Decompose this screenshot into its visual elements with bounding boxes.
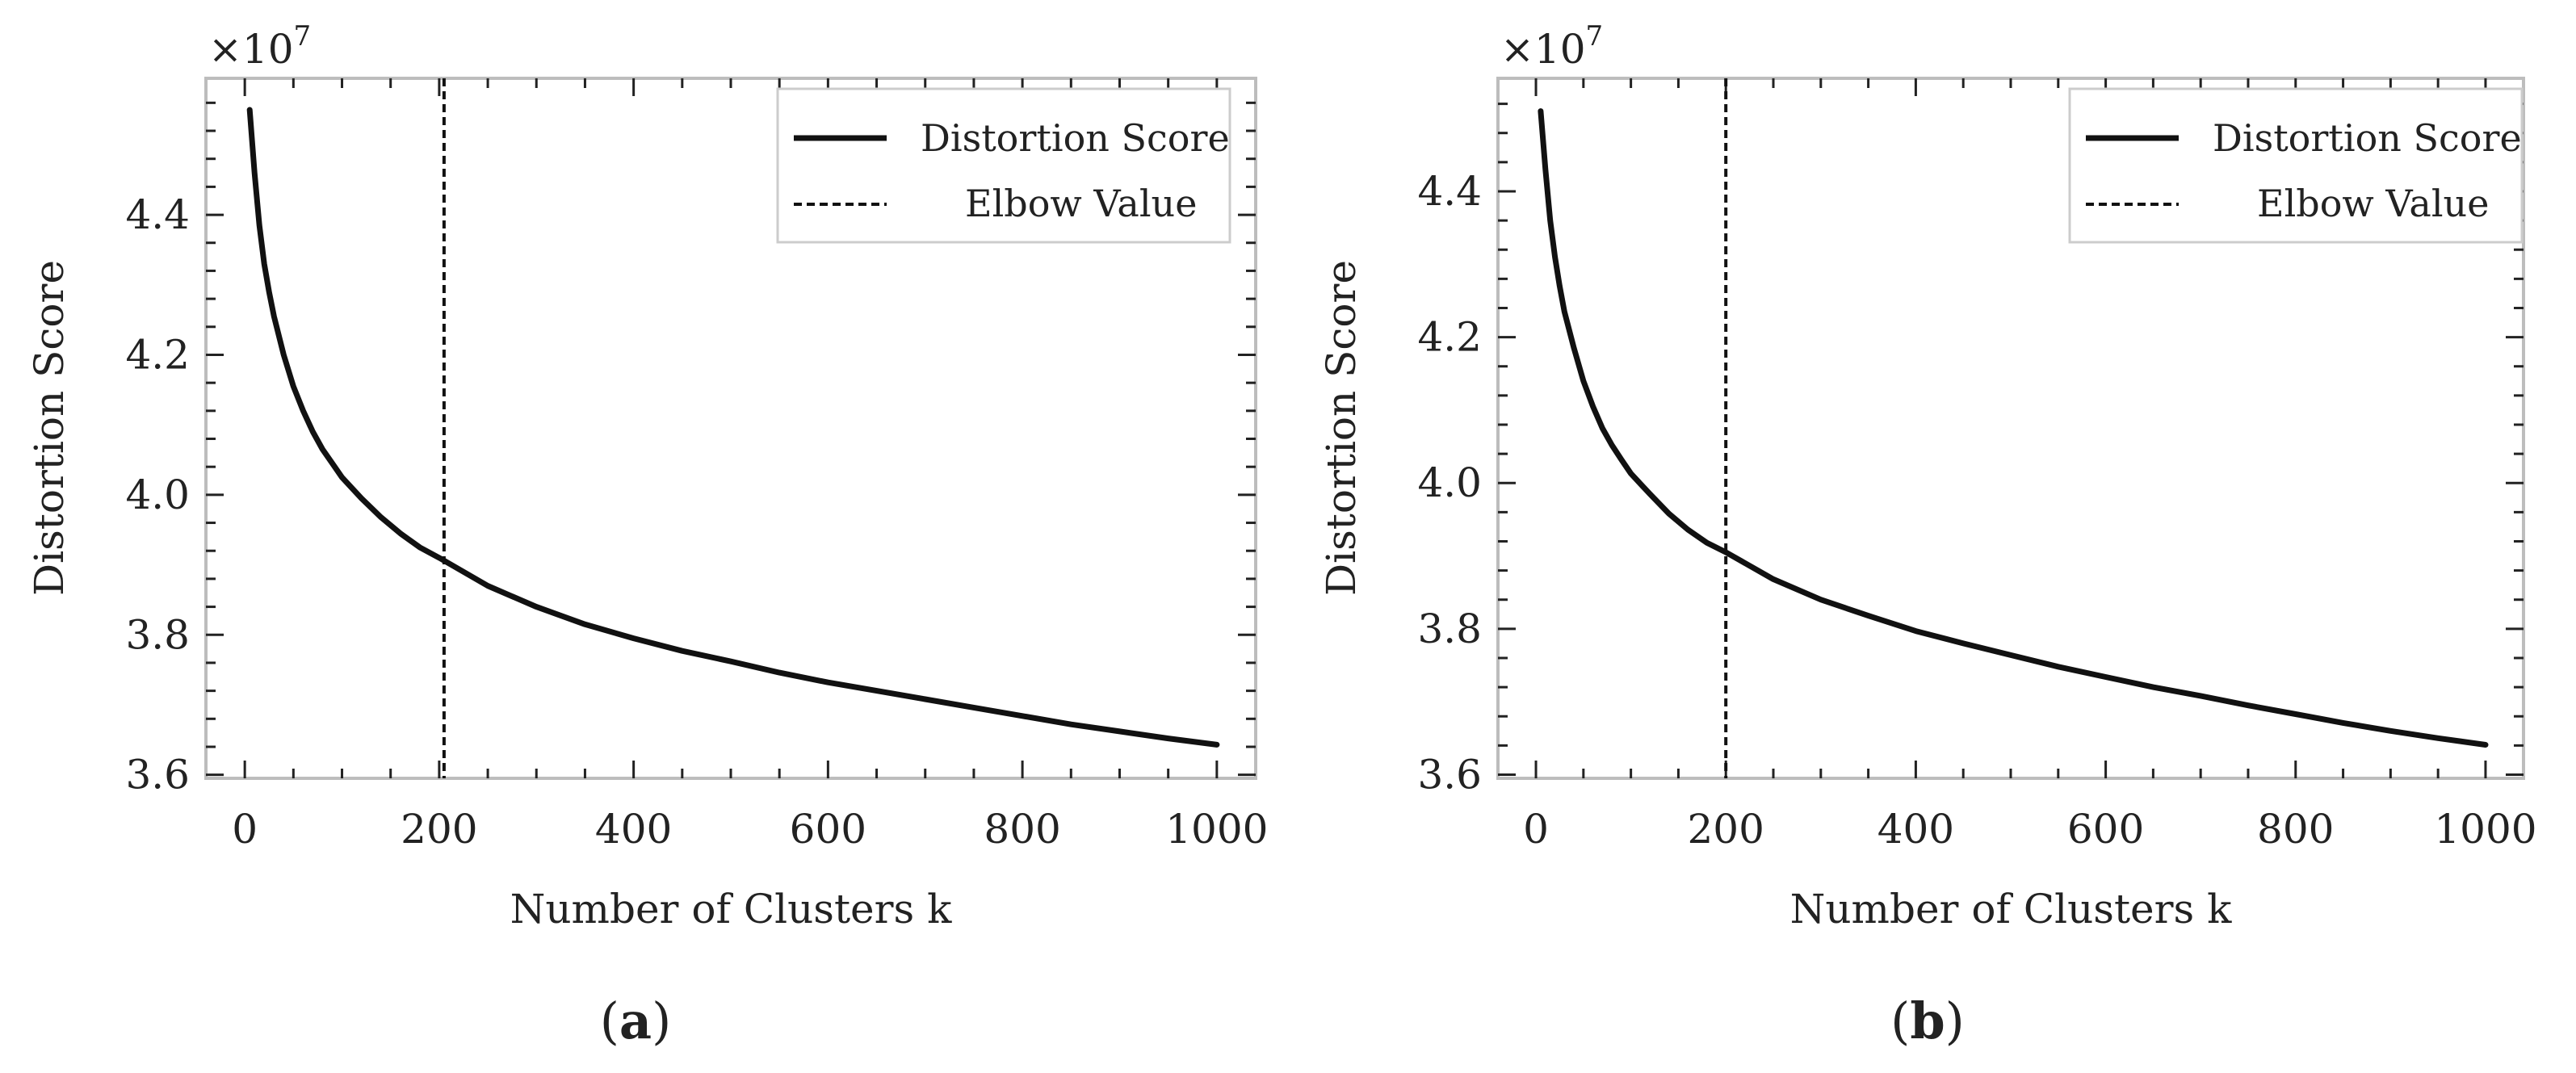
chart-a-x-tick-label: 1000 [1165, 806, 1268, 853]
chart-b-x-tick-label: 600 [2067, 806, 2144, 853]
chart-b-y-tick-label: 3.8 [1417, 606, 1482, 652]
chart-a-y-tick-label: 4.4 [125, 191, 190, 238]
chart-b-x-tick-label: 200 [1688, 806, 1764, 853]
chart-a-x-tick-labels: 0 200 400 600 800 1000 [232, 806, 1268, 853]
chart-b-legend-label: Distortion Score [2213, 116, 2522, 160]
chart-a-caption-letter: a [619, 991, 652, 1050]
chart-a-x-tick-label: 800 [984, 806, 1060, 853]
chart-a-legend-box [776, 87, 1231, 244]
chart-a-y-axis-title: Distortion Score [26, 260, 73, 596]
chart-a: 0 200 400 600 800 1000 3.6 3.8 4.0 4.2 4… [26, 20, 1268, 1050]
chart-b-x-tick-labels: 0 200 400 600 800 1000 [1523, 806, 2536, 853]
chart-a-y-tick-label: 4.0 [125, 472, 190, 518]
chart-b-x-tick-label: 1000 [2434, 806, 2536, 853]
chart-b-y-tick-label: 4.4 [1417, 168, 1482, 215]
chart-b-caption-letter: b [1910, 991, 1945, 1050]
chart-a-x-tick-label: 200 [401, 806, 477, 853]
chart-a-caption: (a) [600, 991, 672, 1050]
chart-a-y-tick-label: 3.8 [125, 611, 190, 658]
chart-b-caption: (b) [1890, 991, 1965, 1050]
chart-a-ticks [206, 78, 1256, 778]
chart-a-distortion-line [246, 107, 1220, 748]
chart-a-offset-base: ×10 [208, 26, 294, 73]
chart-b-y-axis-title: Distortion Score [1318, 260, 1365, 596]
chart-a-y-tick-label: 3.6 [125, 752, 190, 798]
chart-a-offset-exponent: 7 [294, 20, 312, 52]
chart-b-legend: Distortion Score Elbow Value [2068, 87, 2524, 244]
chart-b: 0 200 400 600 800 1000 3.6 3.8 4.0 4.2 4… [1318, 20, 2537, 1050]
chart-b-y-tick-label: 4.2 [1417, 314, 1482, 361]
chart-a-legend-label: Elbow Value [965, 182, 1197, 225]
chart-a-legend-label: Distortion Score [921, 116, 1230, 160]
chart-b-offset-exponent: 7 [1586, 20, 1604, 52]
chart-b-x-tick-label: 800 [2257, 806, 2334, 853]
chart-a-y-tick-label: 4.2 [125, 331, 190, 378]
chart-b-legend-box [2068, 87, 2524, 244]
chart-a-y-tick-labels: 3.6 3.8 4.0 4.2 4.4 [125, 191, 190, 798]
chart-b-x-tick-label: 0 [1523, 806, 1549, 853]
chart-a-legend: Distortion Score Elbow Value [776, 87, 1231, 244]
chart-b-y-tick-label: 3.6 [1417, 751, 1482, 798]
chart-b-legend-label: Elbow Value [2257, 182, 2489, 225]
chart-a-offset-text: ×107 [208, 20, 311, 73]
chart-b-offset-base: ×10 [1500, 26, 1586, 73]
chart-b-y-tick-label: 4.0 [1417, 459, 1482, 506]
chart-a-x-tick-label: 600 [790, 806, 866, 853]
chart-a-x-axis-title: Number of Clusters k [510, 886, 953, 933]
chart-a-x-tick-label: 400 [595, 806, 672, 853]
chart-b-ticks [1498, 78, 2524, 778]
chart-b-y-tick-labels: 3.6 3.8 4.0 4.2 4.4 [1417, 168, 1482, 798]
chart-b-x-axis-title: Number of Clusters k [1790, 886, 2233, 933]
chart-b-offset-text: ×107 [1500, 20, 1603, 73]
chart-b-distortion-line [1538, 108, 2489, 748]
chart-b-x-tick-label: 400 [1877, 806, 1954, 853]
chart-a-x-tick-label: 0 [232, 806, 258, 853]
